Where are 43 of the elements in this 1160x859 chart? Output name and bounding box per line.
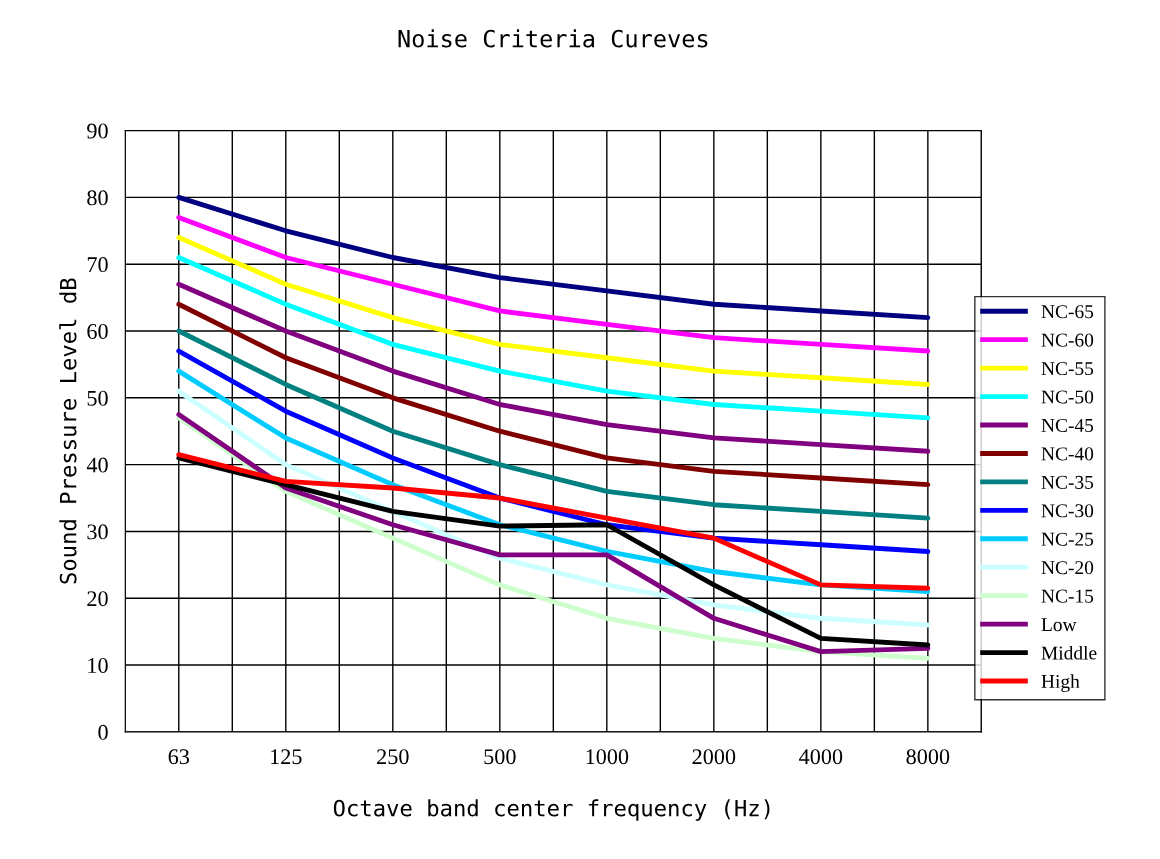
line-series (176, 328, 931, 521)
x-tick-label: 63 (168, 749, 190, 765)
line-series (176, 452, 931, 591)
legend-label: NC-55 (1041, 362, 1094, 376)
legend-label: NC-30 (1041, 504, 1094, 518)
line-series (176, 214, 931, 354)
y-axis-title: Sound Pressure Level dB (59, 278, 77, 584)
x-tick-label: 250 (377, 749, 409, 765)
x-tick-label: 1000 (586, 749, 629, 765)
legend-label: Middle (1041, 645, 1097, 660)
x-tick-label: 4000 (799, 749, 843, 765)
legend-label: NC-25 (1041, 532, 1094, 546)
legend-label: NC-60 (1041, 333, 1094, 347)
line-series (176, 255, 931, 421)
y-tick-label: 40 (86, 457, 108, 473)
line-series (176, 194, 931, 321)
legend-label: NC-50 (1041, 390, 1094, 404)
legend-label: NC-40 (1041, 447, 1094, 461)
x-tick-label: 500 (484, 749, 516, 765)
y-tick-label: 80 (87, 190, 108, 206)
legend-label: NC-65 (1041, 305, 1094, 319)
x-tick-label: 8000 (906, 749, 950, 765)
y-tick-label: 30 (87, 524, 108, 540)
y-tick-label: 10 (88, 657, 108, 673)
legend-label: High (1041, 674, 1080, 693)
line-series (176, 235, 931, 387)
y-tick-label: 60 (87, 323, 108, 339)
y-tick-label: 20 (87, 591, 108, 607)
x-axis-title: Octave band center frequency (Hz) (333, 799, 770, 821)
y-tick-label: 70 (87, 257, 108, 273)
y-tick-label: 50 (87, 390, 108, 406)
legend-label: NC-20 (1041, 561, 1094, 575)
chart-title: Noise Criteria Cureves (398, 29, 708, 48)
x-tick-label: 125 (271, 749, 302, 765)
legend-label: NC-35 (1041, 475, 1094, 489)
line-series (176, 301, 931, 488)
y-tick-label: 90 (87, 123, 108, 139)
x-tick-label: 2000 (692, 749, 736, 765)
legend-label: NC-45 (1041, 418, 1094, 432)
y-tick-label: 0 (98, 724, 108, 740)
legend-label: NC-15 (1041, 589, 1094, 603)
line-series (176, 281, 931, 454)
legend-label: Low (1041, 618, 1077, 632)
